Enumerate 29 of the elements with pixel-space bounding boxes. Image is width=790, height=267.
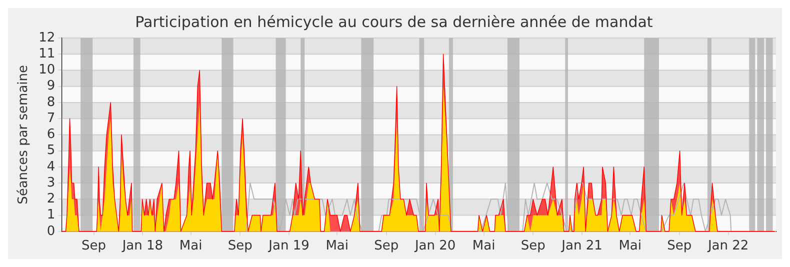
y-tick-label: 10 (38, 62, 56, 78)
y-tick-label: 9 (46, 78, 56, 94)
y-axis-title: Séances par semaine (16, 64, 32, 204)
x-tick-label: Jan 22 (706, 238, 749, 254)
x-tick-label: Sep (520, 238, 546, 254)
y-tick-label: 2 (46, 192, 56, 207)
y-tick-label: 4 (46, 159, 56, 174)
x-tick-label: Jan 18 (121, 238, 164, 254)
y-tick-label: 7 (46, 110, 56, 126)
y-tick-label: 3 (46, 175, 56, 190)
x-tick-label: Mai (472, 238, 496, 254)
y-tick-label: 12 (38, 30, 56, 46)
y-tick-label: 8 (46, 94, 56, 110)
chart-title: Participation en hémicycle au cours de sa dernière année de mandat (135, 12, 653, 31)
y-tick-label: 0 (46, 224, 56, 239)
x-tick-label: Mai (179, 238, 202, 254)
y-tick-label: 5 (46, 143, 56, 158)
x-tick-label: Sep (228, 238, 252, 254)
x-tick-label: Mai (326, 238, 348, 254)
y-tick-label: 6 (46, 127, 56, 142)
y-tick-label: 11 (38, 46, 56, 62)
x-tick-label: Jan 19 (268, 238, 310, 254)
y-tick-label: 1 (46, 208, 56, 223)
x-tick-label: Sep (667, 238, 692, 254)
x-tick-label: Jan 21 (560, 238, 602, 254)
x-tick-label: Mai (618, 238, 642, 254)
x-tick-label: Sep (82, 238, 106, 254)
x-tick-label: Jan 20 (414, 238, 456, 254)
x-tick-label: Sep (374, 238, 399, 254)
